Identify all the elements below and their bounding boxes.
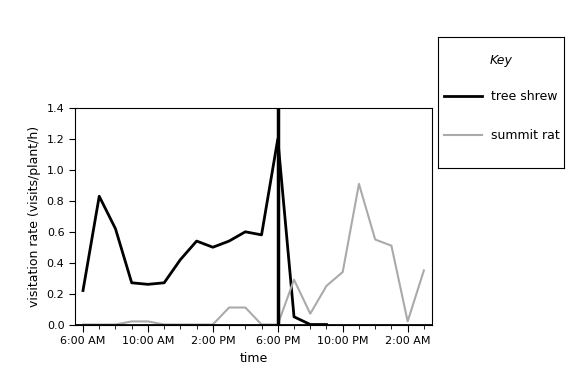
- X-axis label: time: time: [239, 352, 268, 365]
- Text: summit rat: summit rat: [491, 129, 560, 142]
- Text: Key: Key: [490, 54, 513, 67]
- Text: tree shrew: tree shrew: [491, 90, 558, 103]
- Y-axis label: visitation rate (visits/plant/h): visitation rate (visits/plant/h): [28, 126, 41, 307]
